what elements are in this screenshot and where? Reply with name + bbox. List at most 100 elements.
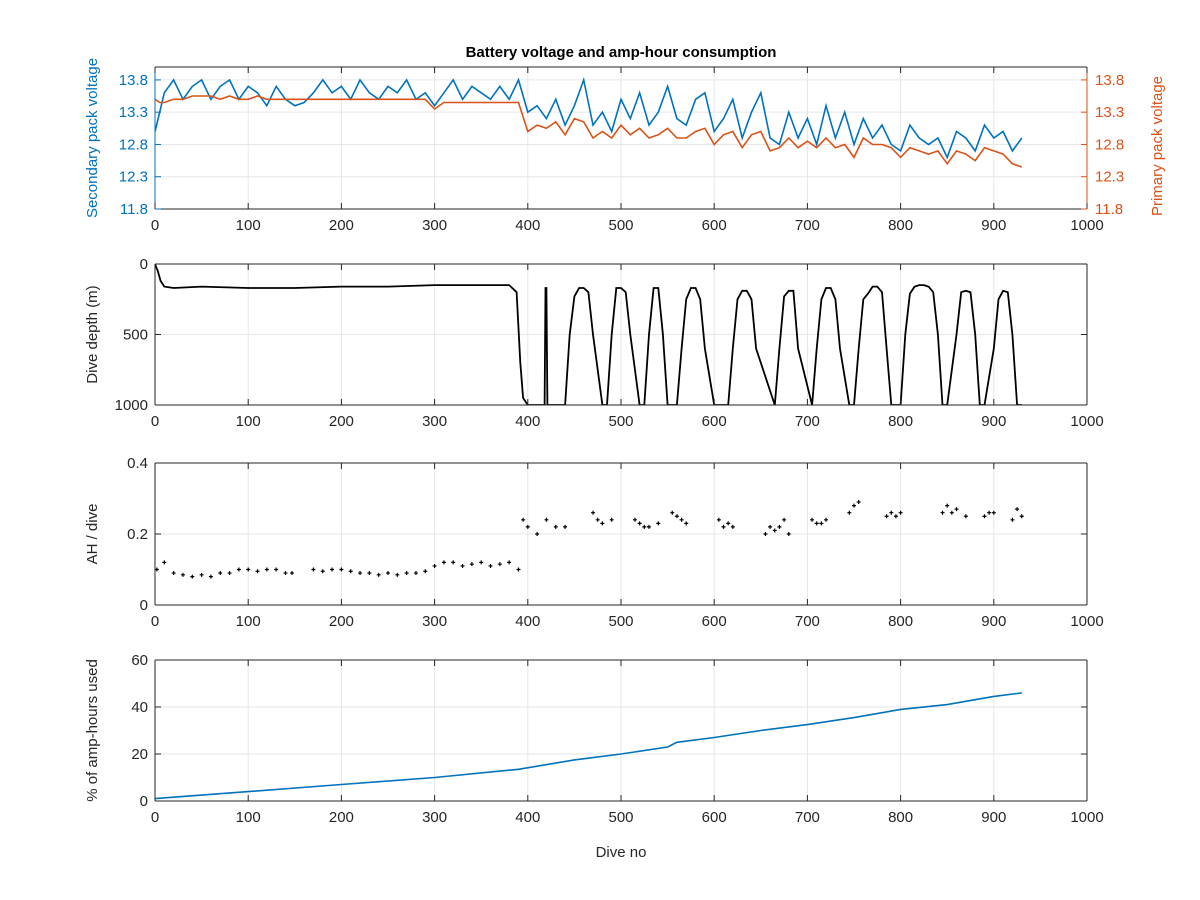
x-tick-label: 400 xyxy=(515,413,540,430)
y-axis-label: Secondary pack voltage xyxy=(84,58,101,218)
data-point xyxy=(726,521,731,526)
data-point xyxy=(516,567,521,572)
data-point xyxy=(987,510,992,515)
data-point xyxy=(404,571,409,576)
data-point xyxy=(721,524,726,529)
data-point xyxy=(637,521,642,526)
data-point xyxy=(246,567,251,572)
x-tick-label: 100 xyxy=(236,613,261,630)
x-tick-label: 1000 xyxy=(1070,217,1103,234)
figure-title: Battery voltage and amp-hour consumption xyxy=(466,44,777,61)
y-tick-label: 13.8 xyxy=(119,72,148,89)
x-tick-label: 500 xyxy=(608,809,633,826)
x-tick-label: 900 xyxy=(981,613,1006,630)
x-tick-label: 500 xyxy=(608,613,633,630)
x-tick-label: 200 xyxy=(329,413,354,430)
data-point xyxy=(600,521,605,526)
y-tick-label: 1000 xyxy=(115,397,148,414)
y-axis-label: % of amp-hours used xyxy=(84,659,101,802)
x-tick-label: 300 xyxy=(422,809,447,826)
x-tick-label: 200 xyxy=(329,809,354,826)
data-point xyxy=(274,567,279,572)
data-point xyxy=(716,517,721,522)
y2-tick-label: 13.3 xyxy=(1095,104,1124,121)
x-tick-label: 700 xyxy=(795,413,820,430)
data-point xyxy=(488,563,493,568)
data-point xyxy=(782,517,787,522)
data-point xyxy=(155,567,159,572)
data-point xyxy=(679,517,684,522)
y-tick-label: 13.3 xyxy=(119,104,148,121)
data-point xyxy=(819,521,824,526)
data-point xyxy=(852,503,856,508)
data-point xyxy=(609,517,614,522)
data-point xyxy=(469,562,474,567)
series-line-1 xyxy=(155,264,1022,405)
x-tick-label: 1000 xyxy=(1070,413,1103,430)
y-tick-label: 40 xyxy=(131,699,148,716)
data-point xyxy=(847,510,852,515)
data-point xyxy=(810,517,815,522)
x-tick-label: 600 xyxy=(702,809,727,826)
data-point xyxy=(553,524,558,529)
x-tick-label: 400 xyxy=(515,613,540,630)
x-tick-label: 200 xyxy=(329,217,354,234)
data-point xyxy=(190,574,195,579)
data-point xyxy=(954,507,959,512)
x-tick-label: 0 xyxy=(151,413,159,430)
x-tick-label: 1000 xyxy=(1070,613,1103,630)
data-point xyxy=(320,569,325,574)
y-tick-label: 500 xyxy=(123,327,148,344)
data-point xyxy=(330,567,335,572)
data-point xyxy=(255,569,260,574)
data-point xyxy=(311,567,316,572)
y-tick-label: 0 xyxy=(140,256,148,273)
series-line-1 xyxy=(155,76,1023,160)
charts-layer: 0 100 200 300 400 500 600 700 800 900 100011.812.3… xyxy=(84,58,1166,861)
data-point xyxy=(535,532,540,536)
y2-axis-label: Primary pack voltage xyxy=(1149,76,1166,216)
data-point xyxy=(479,560,484,565)
chart-panel-4: 0 100 200 300 400 500 600 700 800 900 1000 0 20 40 60%… xyxy=(84,652,1104,861)
data-point xyxy=(227,571,232,576)
y-tick-label: 12.8 xyxy=(119,136,148,153)
data-point xyxy=(441,560,446,565)
data-point xyxy=(768,524,773,529)
x-tick-label: 900 xyxy=(981,217,1006,234)
data-point xyxy=(432,563,437,568)
data-point xyxy=(656,521,661,526)
y-tick-label: 0 xyxy=(140,597,148,614)
chart-panel-2: 0 100 200 300 400 500 600 700 800 900 100005001000… xyxy=(84,256,1104,430)
data-point xyxy=(497,562,502,567)
data-point xyxy=(544,517,549,522)
x-tick-label: 200 xyxy=(329,613,354,630)
y2-tick-label: 11.8 xyxy=(1095,201,1123,218)
data-point xyxy=(376,572,381,577)
data-point xyxy=(814,521,819,526)
x-tick-label: 800 xyxy=(888,809,913,826)
y-tick-label: 0.4 xyxy=(127,455,148,472)
y-axis-label: AH / dive xyxy=(84,504,101,565)
x-axis-label: Dive no xyxy=(596,844,647,861)
data-point xyxy=(898,510,903,515)
data-point xyxy=(1010,517,1015,522)
x-tick-label: 100 xyxy=(236,217,261,234)
data-point xyxy=(413,571,418,576)
data-point xyxy=(786,532,791,536)
x-tick-label: 700 xyxy=(795,217,820,234)
data-point xyxy=(730,524,735,529)
series-line-1 xyxy=(155,692,1022,800)
y2-tick-label: 13.8 xyxy=(1095,72,1124,89)
x-tick-label: 500 xyxy=(608,413,633,430)
data-point xyxy=(963,514,968,519)
data-point xyxy=(991,510,996,515)
data-point xyxy=(218,571,223,576)
data-point xyxy=(180,572,185,577)
data-point xyxy=(348,569,353,574)
data-point xyxy=(1015,507,1020,512)
data-point xyxy=(236,567,241,572)
x-tick-label: 800 xyxy=(888,413,913,430)
x-tick-label: 900 xyxy=(981,809,1006,826)
data-point xyxy=(982,514,987,519)
